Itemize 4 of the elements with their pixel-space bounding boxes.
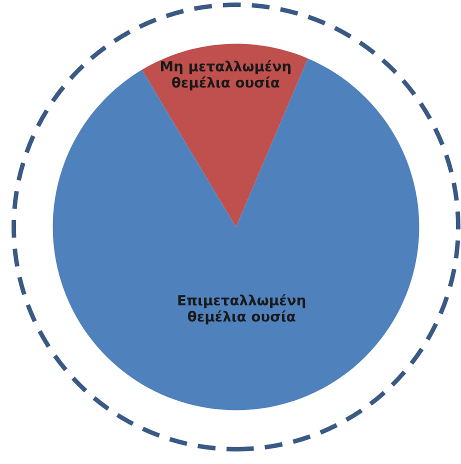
pie-slice: [52, 58, 420, 410]
pie-slice: [142, 44, 308, 227]
slice-label: Επιμεταλλωμένη θεμέλια ουσία: [178, 294, 306, 324]
slice-label: Μη μεταλλωμένη θεμέλια ουσία: [161, 60, 290, 90]
